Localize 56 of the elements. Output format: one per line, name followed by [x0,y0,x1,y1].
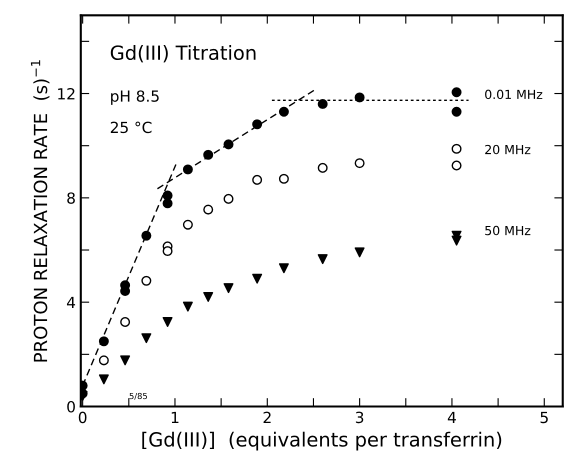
y-tick-label: 0 [67,400,75,413]
point [120,355,130,366]
point [278,263,289,274]
x-tick-label: 2 [264,412,271,423]
point [224,139,234,150]
point [252,274,262,284]
annotation: 5/85 [130,392,147,400]
point [98,374,109,384]
point [318,254,328,264]
x-tick-label: 1 [172,412,178,423]
point [278,106,289,117]
point [182,164,193,174]
point [278,174,289,184]
point [98,355,109,366]
y-tick-label: 8 [67,192,75,204]
x-tick-label: 5 [540,412,548,424]
point [252,119,262,130]
point [162,317,173,327]
point [452,160,462,170]
text: Gd(III) Titration [110,44,256,62]
x-tick-label: 3 [356,412,364,424]
point [452,236,462,246]
point [318,98,328,109]
point [318,162,328,173]
point [452,87,462,98]
legend-label: 20 MHz [485,144,530,154]
point [452,106,462,117]
x-tick-label: 0 [78,412,86,424]
point [354,92,365,102]
y-tick-label: 4 [66,296,76,308]
x-tick-label: 4 [448,412,456,423]
point [354,158,365,168]
point [354,247,365,258]
annotation: pH 8.5 [111,90,159,105]
x-axis-title: [Gd(III)] (equivalents per transferrin) [142,432,502,451]
point [98,336,109,346]
point [203,204,214,215]
point [182,220,193,230]
point [203,292,214,302]
legend-label: 0.01 MHz [485,90,542,100]
y-axis-title: PROTON RELAXATION RATE (s)$^{−1}$ [30,60,50,362]
point [162,246,173,256]
point [141,230,152,241]
point [224,283,234,294]
point [120,317,130,327]
point [203,150,214,160]
point [162,198,173,208]
point [224,194,234,204]
annotation: 25 °C [110,122,152,134]
point [141,276,152,286]
point [252,174,262,185]
point [182,302,193,312]
point [452,144,462,154]
point [141,333,152,344]
y-tick-label: 12 [58,88,74,100]
series-label: 50 MHz [485,226,530,236]
